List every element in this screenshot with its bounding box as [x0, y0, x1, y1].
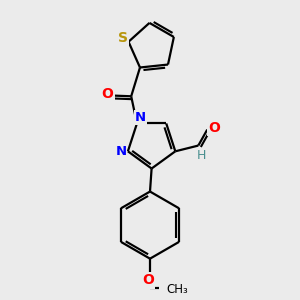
Text: N: N — [135, 111, 146, 124]
Text: O: O — [208, 121, 220, 135]
Text: S: S — [118, 31, 128, 45]
Text: O: O — [102, 87, 113, 101]
Text: H: H — [197, 149, 206, 162]
Text: CH₃: CH₃ — [167, 283, 188, 296]
Text: O: O — [142, 273, 154, 287]
Text: N: N — [115, 145, 126, 158]
